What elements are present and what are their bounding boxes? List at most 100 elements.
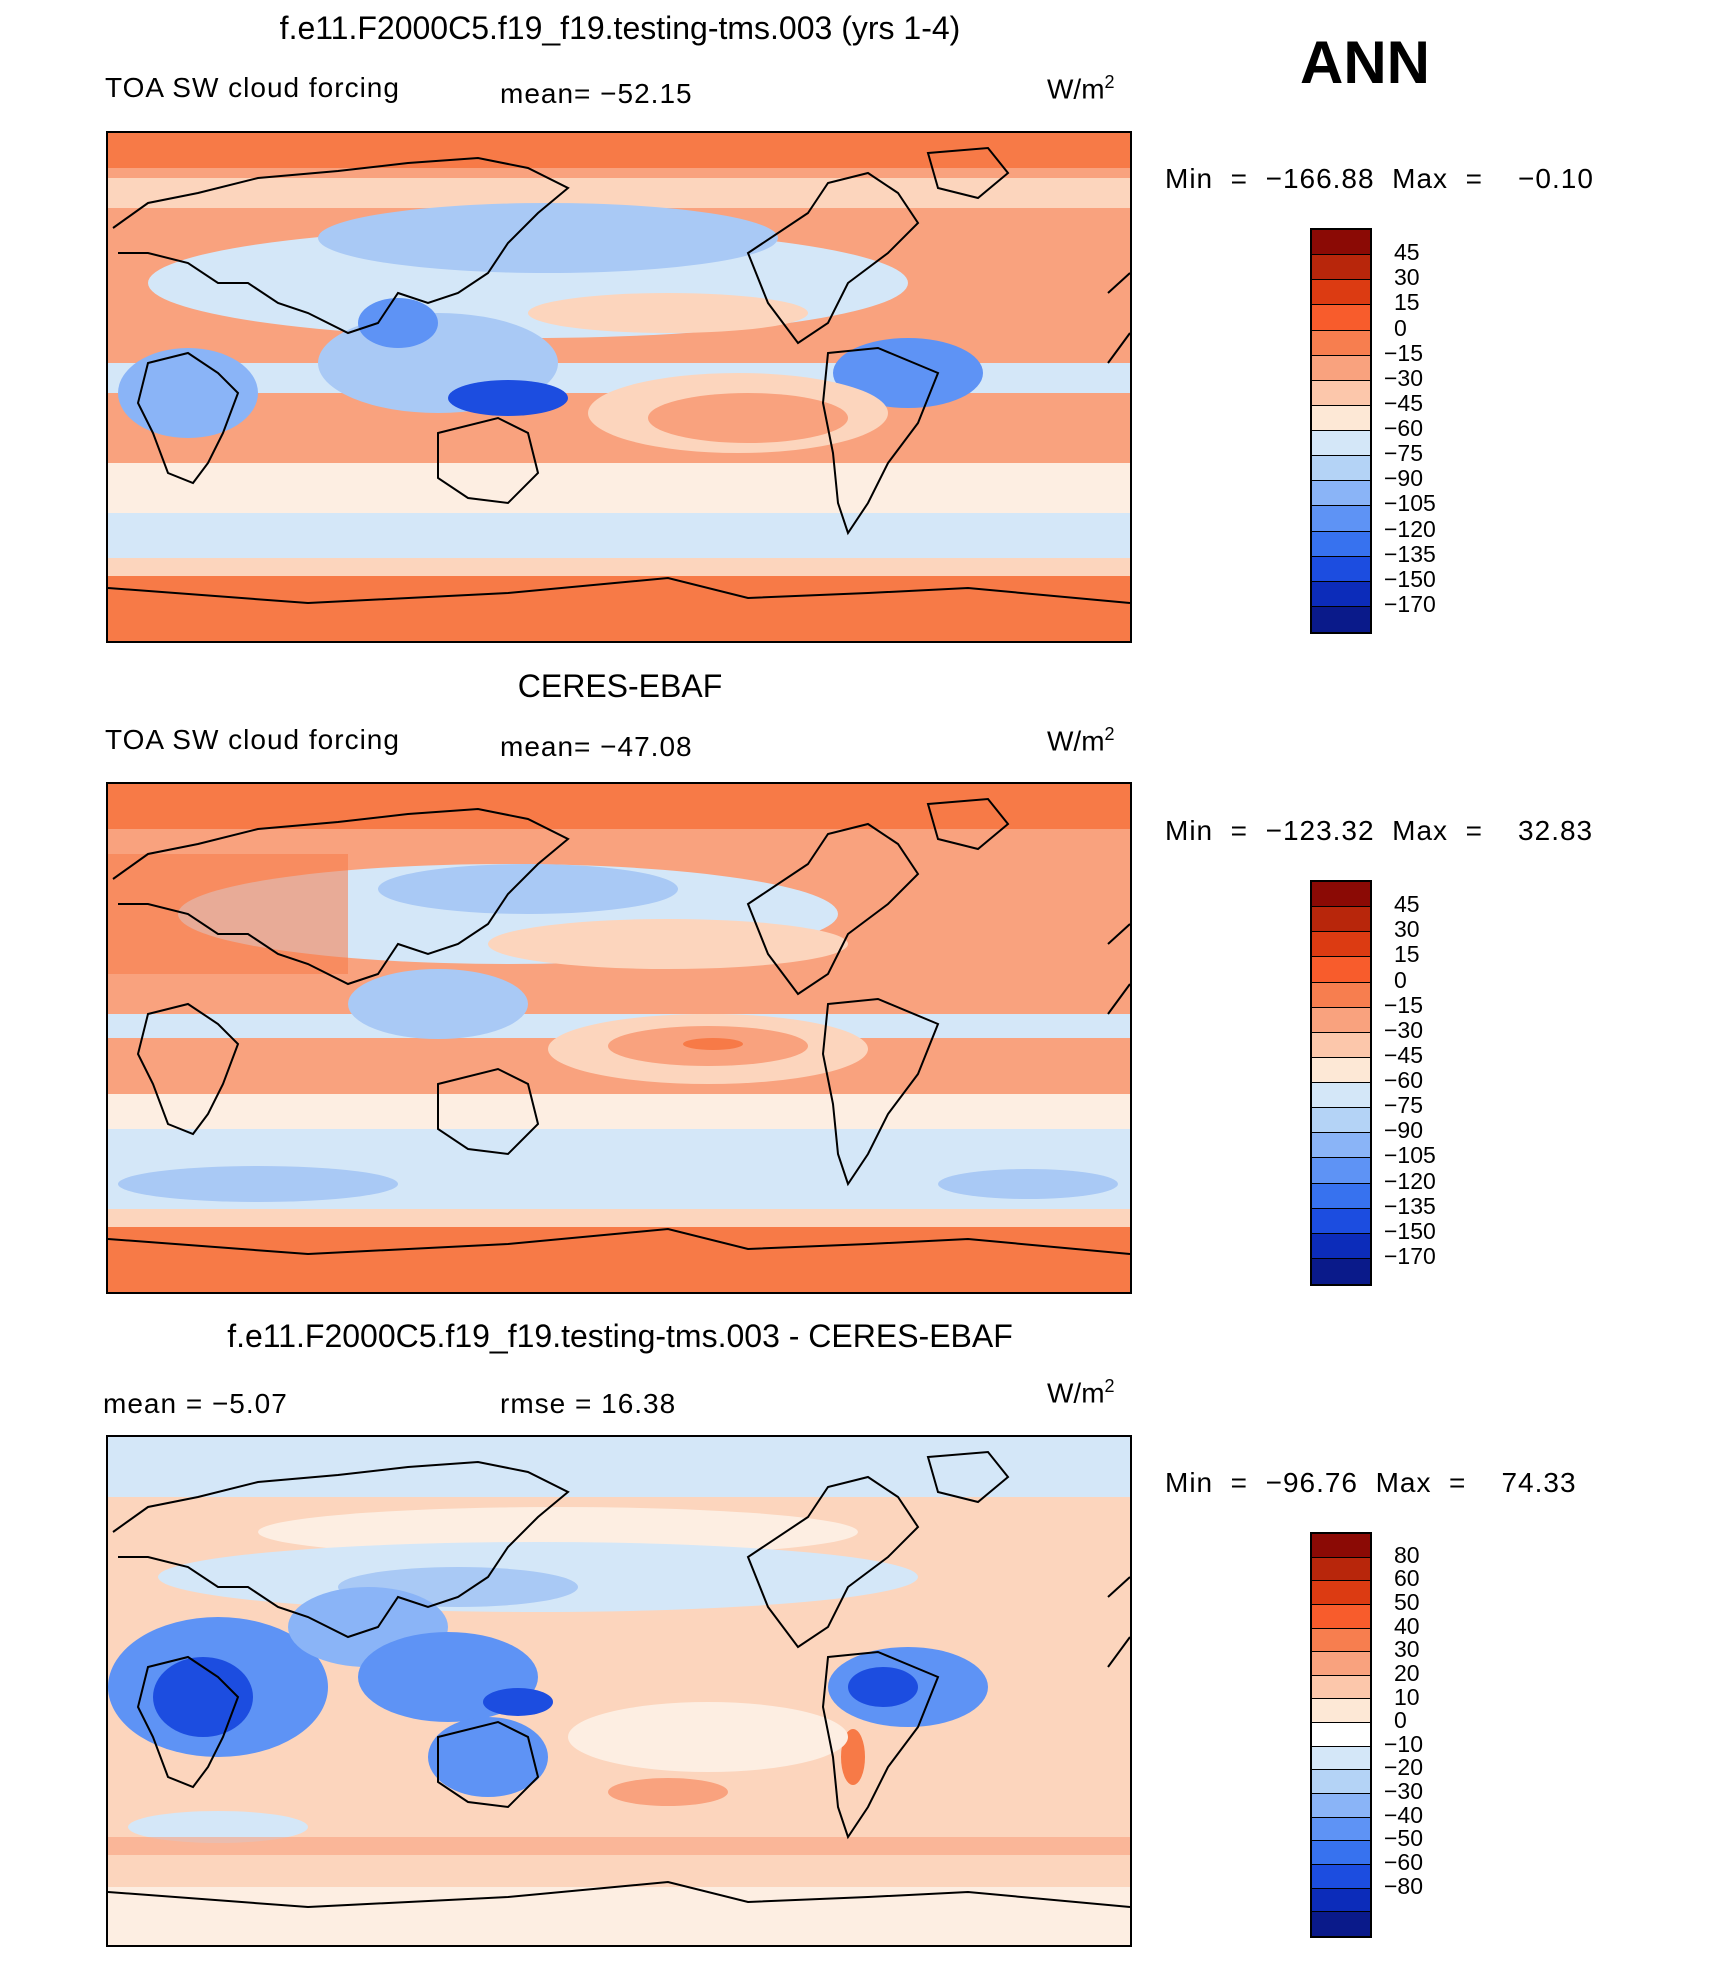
colorbar-tick-label: −120 (1384, 1167, 1436, 1194)
coastlines (108, 1450, 1130, 1909)
amazon-diff-core (848, 1667, 918, 1707)
panel-diff-units: W/m2 (1047, 1376, 1115, 1409)
indochina-cloud (358, 298, 438, 348)
colorbar-segment (1312, 1133, 1370, 1159)
arctic-band (108, 1437, 1130, 1497)
panel-obs-mean: mean= −47.08 (500, 731, 693, 762)
sahara (108, 854, 348, 974)
africa-diff-core (153, 1657, 253, 1737)
panel-model-colorbar (1310, 228, 1372, 634)
colorbar-tick-label: 0 (1394, 314, 1407, 341)
panel-diff-minmax: Min = −96.76 Max = 74.33 (1165, 1467, 1577, 1498)
colorbar-tick-label: 30 (1394, 916, 1420, 943)
colorbar-tick-label: −150 (1384, 565, 1436, 592)
colorbar-tick-label: 30 (1394, 1636, 1420, 1663)
colorbar-tick-label: −120 (1384, 515, 1436, 542)
colorbar-tick-label: 30 (1394, 264, 1420, 291)
colorbar-tick-label: −135 (1384, 1192, 1436, 1219)
antarctic-band (108, 576, 1130, 641)
colorbar-segment (1312, 506, 1370, 532)
colorbar-tick-label: −60 (1384, 1849, 1424, 1876)
colorbar-tick-label: −150 (1384, 1217, 1436, 1244)
panel-obs-map (106, 782, 1132, 1294)
colorbar-tick-label: −15 (1384, 991, 1424, 1018)
band (108, 558, 1130, 576)
colorbar-tick-label: 0 (1394, 1707, 1407, 1734)
colorbar-segment (1312, 1158, 1370, 1184)
colorbar-tick-label: 0 (1394, 966, 1407, 993)
colorbar-segment (1312, 982, 1370, 1008)
colorbar-tick-label: 40 (1394, 1612, 1420, 1639)
colorbar-segment (1312, 1534, 1370, 1558)
colorbar-tick-label: 45 (1394, 891, 1420, 918)
andes-diff (841, 1729, 865, 1785)
colorbar-tick-label: −10 (1384, 1730, 1424, 1757)
colorbar-segment (1312, 1581, 1370, 1605)
colorbar-tick-label: −50 (1384, 1825, 1424, 1852)
coastlines (108, 797, 1130, 1256)
season-label: ANN (1300, 29, 1430, 96)
arctic-band (108, 133, 1130, 168)
subtropic-patch (528, 293, 808, 333)
colorbar-tick-label: −45 (1384, 389, 1424, 416)
colorbar-segment (1312, 1557, 1370, 1582)
colorbar-tick-label: −60 (1384, 415, 1424, 441)
colorbar-segment (1312, 1007, 1370, 1033)
australia-diff (428, 1717, 548, 1797)
southern-ocean-core (118, 1166, 398, 1202)
arctic-band (108, 784, 1130, 829)
band (108, 1837, 1130, 1855)
colorbar-tick-label: −15 (1384, 339, 1424, 366)
colorbar-segment (1312, 1864, 1370, 1889)
coastlines (108, 146, 1130, 605)
panel-obs-units: W/m2 (1047, 724, 1115, 757)
colorbar-segment (1312, 1912, 1370, 1936)
colorbar-segment (1312, 606, 1370, 632)
colorbar-segment (1312, 556, 1370, 582)
colorbar-tick-label: −75 (1384, 1092, 1424, 1119)
colorbar-segment (1312, 1675, 1370, 1700)
africa-cloud (118, 348, 258, 438)
band (128, 1811, 308, 1843)
colorbar-segment (1312, 355, 1370, 381)
colorbar-tick-label: 15 (1394, 289, 1420, 316)
band (108, 178, 1130, 208)
colorbar-tick-label: 50 (1394, 1588, 1420, 1615)
panel-model-units: W/m2 (1047, 72, 1115, 105)
colorbar-segment (1312, 1233, 1370, 1259)
panel-obs-variable: TOA SW cloud forcing (105, 724, 400, 755)
colorbar-segment (1312, 1841, 1370, 1865)
colorbar-segment (1312, 1032, 1370, 1058)
world-map-obs (108, 784, 1130, 1292)
colorbar-tick-label: −90 (1384, 465, 1424, 492)
colorbar-tick-label: −105 (1384, 1142, 1436, 1169)
colorbar-tick-label: −40 (1384, 1801, 1424, 1828)
panel-obs-title: CERES-EBAF (517, 668, 723, 704)
colorbar-tick-label: −170 (1384, 1242, 1436, 1269)
amazon-cloud (833, 338, 983, 408)
colorbar-tick-label: 80 (1394, 1541, 1420, 1568)
panel-diff-mean: mean = −5.07 (103, 1388, 288, 1419)
colorbar-tick-label: 45 (1394, 239, 1420, 266)
colorbar-segment (1312, 1183, 1370, 1209)
colorbar-segment (1312, 581, 1370, 607)
colorbar-tick-label: −30 (1384, 1016, 1424, 1043)
antarctic-band (108, 1227, 1130, 1292)
panel-diff-colorbar (1310, 1532, 1372, 1938)
colorbar-segment (1312, 230, 1370, 256)
colorbar-tick-label: −135 (1384, 540, 1436, 567)
colorbar-tick-label: 15 (1394, 941, 1420, 968)
panel-diff-map (106, 1435, 1132, 1947)
colorbar-segment (1312, 1604, 1370, 1629)
colorbar-tick-label: −105 (1384, 490, 1436, 517)
stratocumulus-core (683, 1038, 743, 1050)
world-map-model (108, 133, 1130, 641)
colorbar-segment (1312, 907, 1370, 933)
colorbar-tick-label: −170 (1384, 590, 1436, 617)
colorbar-segment (1312, 456, 1370, 482)
panel-model-mean: mean= −52.15 (500, 78, 693, 109)
colorbar-segment (1312, 1794, 1370, 1818)
colorbar-tick-label: −30 (1384, 364, 1424, 391)
warm-pool-core (448, 380, 568, 416)
colorbar-tick-label: −20 (1384, 1754, 1424, 1781)
